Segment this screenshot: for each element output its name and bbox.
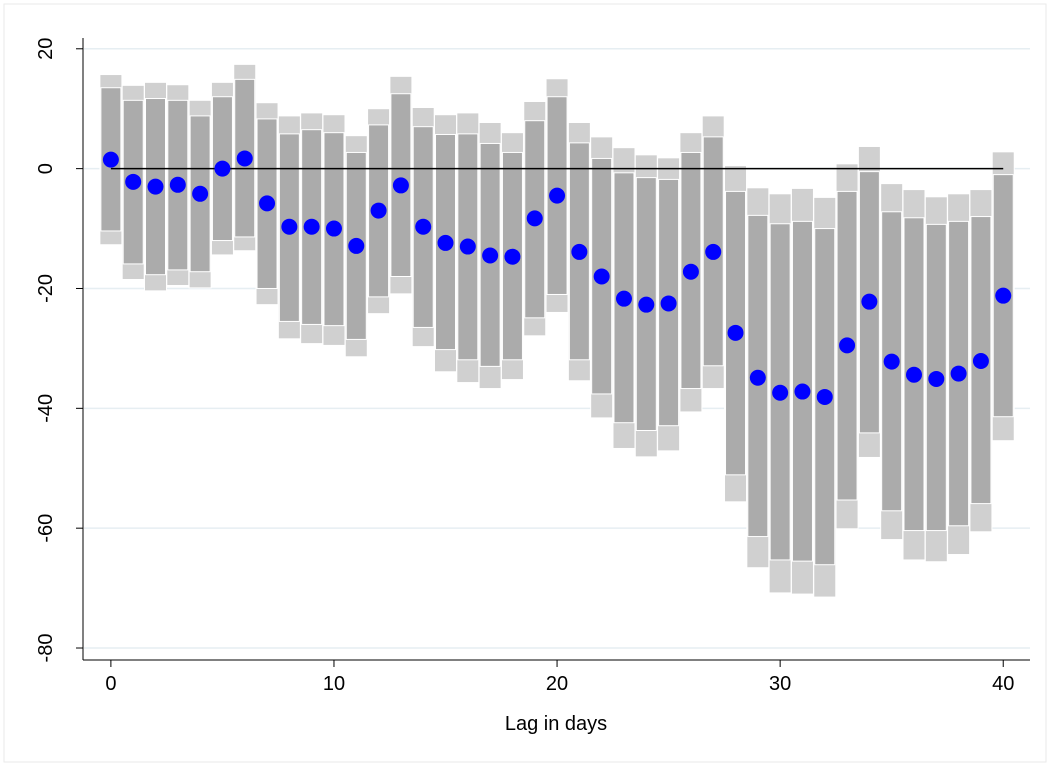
point-estimate — [772, 384, 789, 401]
y-tick-label: -40 — [35, 394, 57, 423]
point-estimate — [749, 369, 766, 386]
point-estimate — [392, 177, 409, 194]
y-tick-label: -20 — [35, 274, 57, 303]
point-estimate — [415, 218, 432, 235]
point-estimate — [928, 370, 945, 387]
y-tick-label: 0 — [35, 163, 57, 174]
point-estimate — [861, 293, 878, 310]
point-estimate — [192, 185, 209, 202]
point-estimate — [794, 383, 811, 400]
point-estimate — [125, 173, 142, 190]
point-estimate — [727, 324, 744, 341]
point-estimate — [549, 187, 566, 204]
point-estimate — [169, 176, 186, 193]
point-estimate — [102, 151, 119, 168]
y-tick-label: -60 — [35, 514, 57, 543]
point-estimate — [816, 388, 833, 405]
x-tick-label: 10 — [323, 673, 345, 695]
point-estimate — [905, 366, 922, 383]
point-estimate — [348, 237, 365, 254]
point-estimate — [482, 247, 499, 264]
point-estimate — [995, 287, 1012, 304]
point-estimate — [571, 243, 588, 260]
x-tick-label: 30 — [769, 673, 791, 695]
x-tick-label: 20 — [546, 673, 568, 695]
point-estimate — [839, 337, 856, 354]
point-estimate — [682, 263, 699, 280]
point-estimate — [950, 365, 967, 382]
point-estimate — [281, 218, 298, 235]
point-estimate — [526, 210, 543, 227]
x-tick-label: 0 — [105, 673, 116, 695]
point-estimate — [972, 352, 989, 369]
point-estimate — [147, 178, 164, 195]
point-estimate — [504, 248, 521, 265]
point-estimate — [638, 296, 655, 313]
point-estimate — [459, 238, 476, 255]
point-estimate — [236, 150, 253, 167]
point-estimate — [615, 290, 632, 307]
point-estimate — [883, 353, 900, 370]
point-estimate — [259, 195, 276, 212]
x-axis-title: Lag in days — [505, 713, 607, 735]
x-tick-label: 40 — [992, 673, 1014, 695]
point-estimate — [660, 295, 677, 312]
point-estimate — [705, 243, 722, 260]
point-estimate — [437, 234, 454, 251]
point-estimate — [370, 202, 387, 219]
point-estimate — [303, 218, 320, 235]
point-estimate — [593, 268, 610, 285]
point-estimate — [325, 220, 342, 237]
y-tick-label: 20 — [35, 38, 57, 60]
point-estimate — [214, 160, 231, 177]
y-tick-label: -80 — [35, 634, 57, 663]
